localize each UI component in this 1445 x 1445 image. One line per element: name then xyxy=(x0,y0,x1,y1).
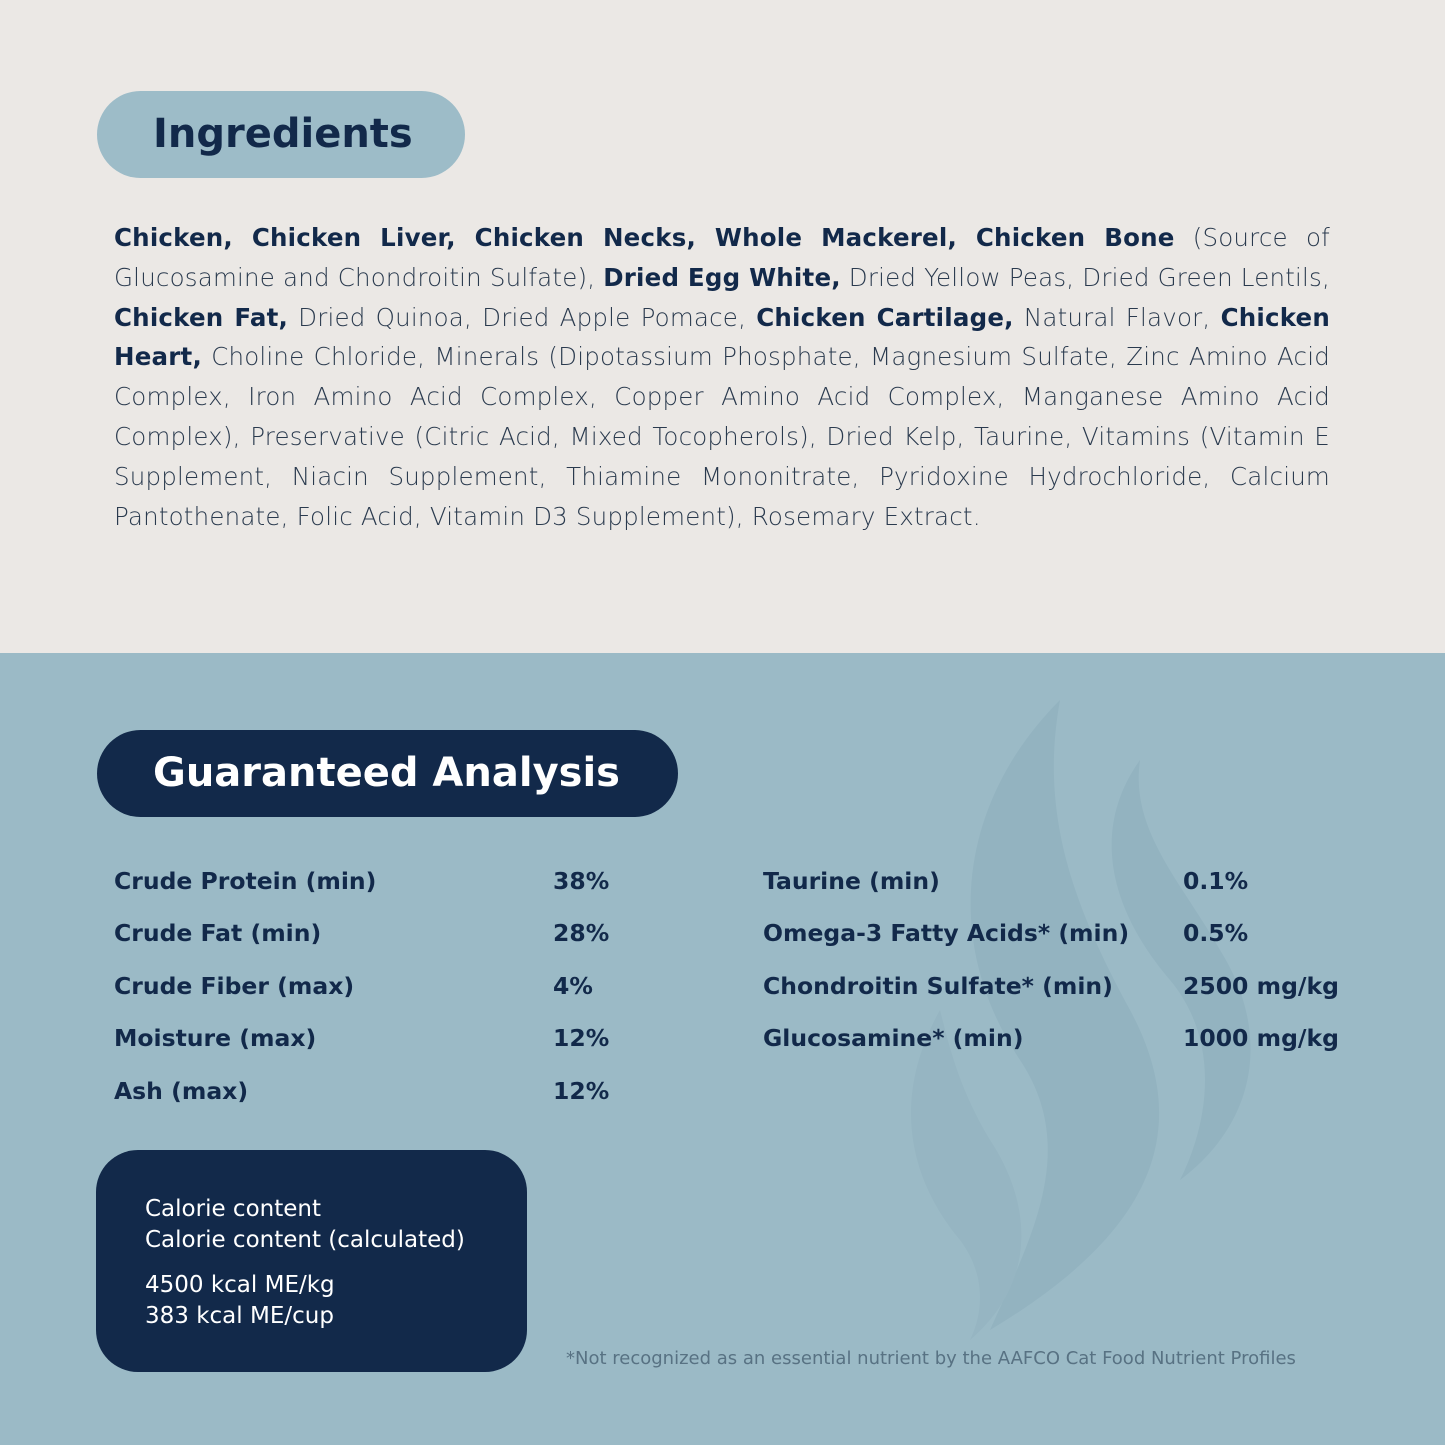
nutrient-value: 4% xyxy=(553,972,593,1000)
nutrient-label: Taurine (min) xyxy=(763,867,940,895)
ingredient-text: Natural Flavor, xyxy=(1013,302,1221,332)
nutrient-value: 0.5% xyxy=(1183,919,1249,947)
ingredients-list: Chicken, Chicken Liver, Chicken Necks, W… xyxy=(114,218,1330,536)
ingredient-text: Dried Quinoa, Dried Apple Pomace, xyxy=(287,302,757,332)
ingredient-highlight: Dried Egg White, xyxy=(603,262,841,292)
calorie-calculated-label: Calorie content (calculated) xyxy=(145,1227,465,1253)
calorie-label: Calorie content xyxy=(145,1196,321,1222)
calorie-content-box: Calorie content Calorie content (calcula… xyxy=(96,1150,527,1372)
ingredient-highlight: Chicken Heart, xyxy=(114,302,1330,372)
ingredient-text: Dried Yellow Peas, Dried Green Lentils, xyxy=(840,262,1330,292)
nutrient-label: Crude Protein (min) xyxy=(114,867,377,895)
nutrient-value: 28% xyxy=(553,919,610,947)
ingredient-highlight: Chicken Cartilage, xyxy=(756,302,1014,332)
nutrient-value: 2500 mg/kg xyxy=(1183,972,1339,1000)
ingredient-highlight: Chicken Fat, xyxy=(114,302,288,332)
nutrient-value: 12% xyxy=(553,1024,610,1052)
calorie-per-cup: 383 kcal ME/cup xyxy=(145,1303,334,1329)
flame-icon xyxy=(911,700,1251,1340)
nutrient-label: Ash (max) xyxy=(114,1077,249,1105)
nutrient-label: Crude Fat (min) xyxy=(114,919,322,947)
nutrient-value: 38% xyxy=(553,867,610,895)
nutrient-value: 1000 mg/kg xyxy=(1183,1024,1339,1052)
nutrient-value: 12% xyxy=(553,1077,610,1105)
ingredient-text: Choline Chloride, Minerals (Dipotassium … xyxy=(114,342,1330,531)
guaranteed-analysis-heading: Guaranteed Analysis xyxy=(97,730,678,817)
nutrient-label: Chondroitin Sulfate* (min) xyxy=(763,972,1113,1000)
nutrient-label: Omega-3 Fatty Acids* (min) xyxy=(763,919,1130,947)
ingredient-highlight: Chicken, Chicken Liver, Chicken Necks, W… xyxy=(114,223,1175,252)
nutrient-label: Moisture (max) xyxy=(114,1024,317,1052)
footnote: *Not recognized as an essential nutrient… xyxy=(566,1348,1296,1369)
nutrient-label: Glucosamine* (min) xyxy=(763,1024,1024,1052)
ingredients-heading: Ingredients xyxy=(97,91,465,178)
calorie-per-kg: 4500 kcal ME/kg xyxy=(145,1272,335,1298)
ingredient-text: (Source of Glucosamine and Chondroitin S… xyxy=(114,223,1330,292)
nutrient-label: Crude Fiber (max) xyxy=(114,972,355,1000)
nutrient-value: 0.1% xyxy=(1183,867,1249,895)
